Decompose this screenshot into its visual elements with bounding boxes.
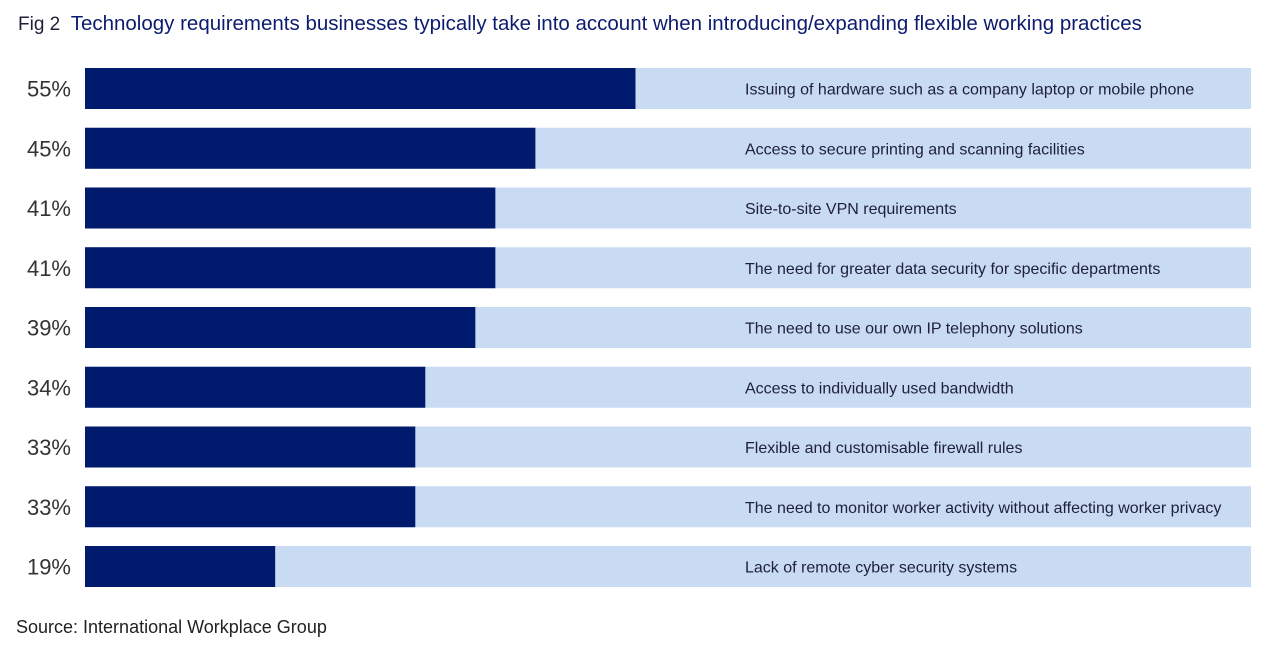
- category-label: Flexible and customisable firewall rules: [745, 440, 1022, 457]
- value-label: 39%: [27, 316, 71, 341]
- category-label: The need for greater data security for s…: [745, 261, 1160, 278]
- category-label: Issuing of hardware such as a company la…: [745, 82, 1194, 99]
- bar: [85, 546, 276, 587]
- value-label: 33%: [27, 495, 71, 520]
- bar: [85, 247, 496, 289]
- figure-label: Fig 2: [18, 14, 61, 35]
- bar: [85, 187, 496, 229]
- bar: [85, 426, 416, 468]
- bar-row: 41% Site-to-site VPN requirements: [27, 187, 1251, 229]
- bar-row: 45% Access to secure printing and scannin…: [27, 127, 1251, 169]
- bar-row: 33% Flexible and customisable firewall ru…: [27, 426, 1251, 468]
- value-label: 45%: [27, 136, 71, 161]
- bar-row: 33% The need to monitor worker activity w…: [27, 486, 1251, 528]
- value-label: 33%: [27, 435, 71, 460]
- bar-row: 55% Issuing of hardware such as a company…: [27, 68, 1251, 109]
- value-label: 41%: [27, 196, 71, 221]
- bar: [85, 486, 416, 528]
- chart-header: Fig 2 Technology requirements businesses…: [18, 12, 1142, 36]
- category-label: Access to secure printing and scanning f…: [745, 141, 1085, 158]
- bar: [85, 366, 426, 408]
- source-note: Source: International Workplace Group: [16, 617, 327, 637]
- value-label: 55%: [27, 77, 71, 102]
- bar-row: 34% Access to individually used bandwidth: [27, 366, 1251, 408]
- category-label: The need to monitor worker activity with…: [745, 500, 1221, 517]
- category-label: The need to use our own IP telephony sol…: [745, 321, 1083, 338]
- bar-track: [85, 546, 1251, 587]
- bar-row: 39% The need to use our own IP telephony …: [27, 307, 1251, 348]
- chart-title: Technology requirements businesses typic…: [70, 12, 1142, 35]
- bar-row: 41% The need for greater data security fo…: [27, 247, 1251, 289]
- bar: [85, 127, 536, 169]
- value-label: 41%: [27, 256, 71, 281]
- value-label: 19%: [27, 555, 71, 580]
- category-label: Site-to-site VPN requirements: [745, 201, 957, 218]
- bar: [85, 68, 636, 109]
- bar: [85, 307, 476, 348]
- bar-row: 19% Lack of remote cyber security systems: [27, 546, 1251, 587]
- category-label: Access to individually used bandwidth: [745, 380, 1014, 397]
- value-label: 34%: [27, 375, 71, 400]
- category-label: Lack of remote cyber security systems: [745, 560, 1017, 577]
